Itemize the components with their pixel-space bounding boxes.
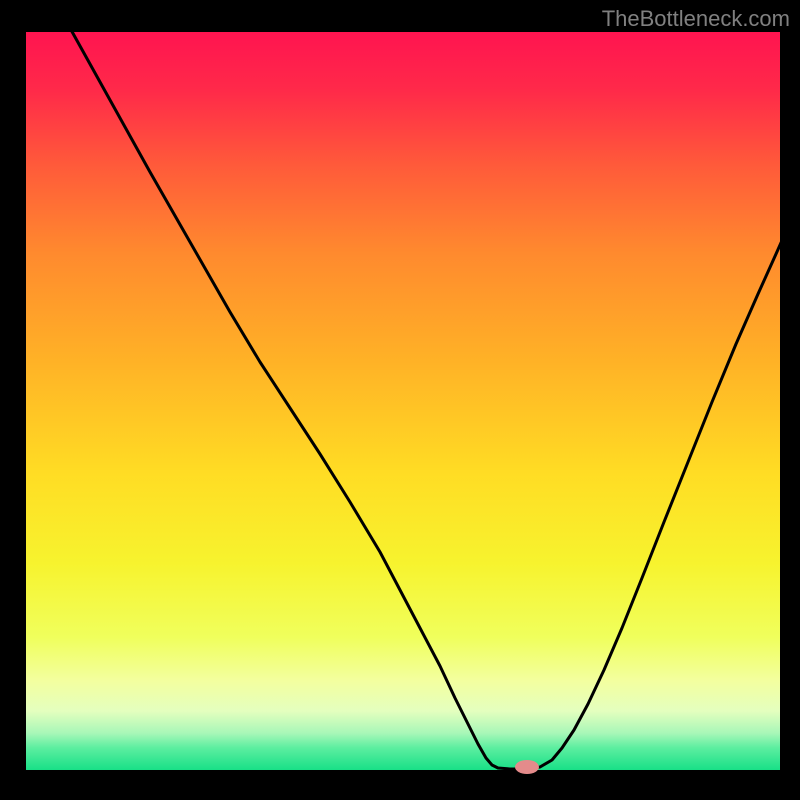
watermark-text: TheBottleneck.com (602, 6, 790, 32)
chart-gradient-background (26, 32, 780, 770)
chart-container: TheBottleneck.com (0, 0, 800, 800)
